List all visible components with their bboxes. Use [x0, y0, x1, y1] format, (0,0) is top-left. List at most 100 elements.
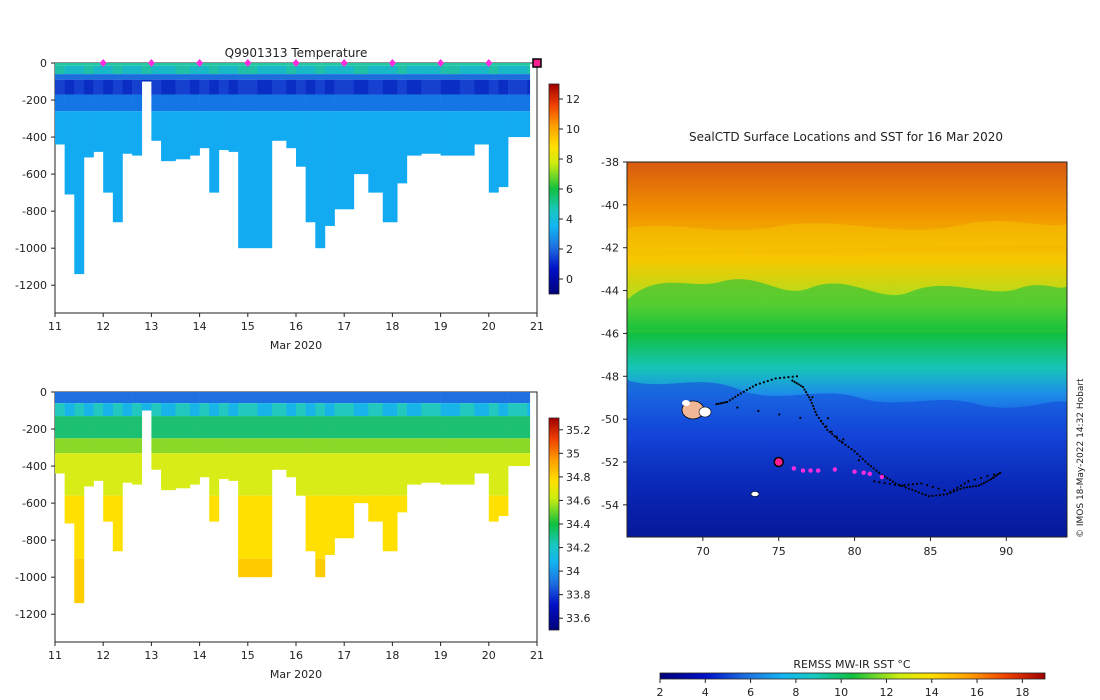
- x-tick-label: 13: [144, 649, 158, 662]
- profile-cell: [228, 63, 239, 66]
- profile-cell: [83, 79, 94, 95]
- lat-tick-label: -50: [601, 413, 619, 426]
- profile-cell: [64, 453, 75, 496]
- profile-cell: [218, 63, 229, 66]
- track-point: [927, 495, 931, 498]
- profile-cell: [406, 403, 422, 417]
- profile-cell: [112, 74, 123, 80]
- x-tick-label: 12: [96, 649, 110, 662]
- profile-cell: [353, 453, 369, 496]
- track-point: [748, 387, 751, 390]
- profile-cell: [189, 438, 200, 454]
- track-point: [809, 398, 812, 401]
- track-point: [736, 394, 740, 397]
- colorbar-tick-label: 8: [566, 153, 573, 166]
- profile-cell: [508, 63, 528, 66]
- profile-cell: [474, 94, 490, 112]
- profile-cell: [257, 558, 273, 578]
- profile-cell: [93, 94, 104, 112]
- recent-position: [852, 469, 857, 474]
- profile-cell: [397, 94, 408, 112]
- profile-cell: [498, 495, 509, 517]
- profile-cell: [122, 63, 133, 66]
- track-point: [935, 494, 938, 497]
- sst-tick-label: 8: [792, 686, 799, 699]
- profile-cell: [296, 111, 306, 167]
- track-point: [971, 485, 975, 488]
- track-point: [795, 382, 798, 385]
- profile-cell: [459, 79, 475, 95]
- track-point: [806, 393, 809, 396]
- track-point: [807, 396, 811, 399]
- profile-cell: [257, 453, 273, 496]
- track-point: [924, 493, 927, 497]
- track-point: [888, 482, 891, 485]
- profile-cell: [112, 392, 123, 404]
- track-point: [826, 417, 829, 420]
- lat-tick-label: -46: [601, 327, 619, 340]
- profile-cell: [199, 392, 210, 404]
- recent-position: [815, 468, 821, 473]
- profile-cell: [324, 63, 335, 66]
- track-point: [917, 491, 921, 494]
- profile-cell: [271, 65, 287, 75]
- lon-tick-label: 70: [696, 545, 710, 558]
- profile-cell: [189, 63, 200, 66]
- profile-cell: [161, 63, 176, 66]
- profile-cell: [474, 111, 490, 145]
- map-latitude-axis: -38 -40 -42 -44 -46 -48 -50 -52 -54: [601, 156, 627, 512]
- profile-cell: [209, 63, 220, 66]
- profile-cell: [440, 111, 461, 156]
- x-tick-label: 17: [337, 320, 351, 333]
- track-point: [783, 376, 786, 379]
- profile-cell: [209, 438, 220, 454]
- profile-cell: [218, 65, 229, 75]
- profile-cell: [305, 495, 316, 552]
- profile-cell: [397, 438, 408, 454]
- profile-cell: [406, 392, 422, 404]
- profile-cell: [324, 453, 335, 496]
- profile-cell: [406, 65, 422, 75]
- track-point: [814, 410, 817, 413]
- profile-cell: [175, 453, 191, 489]
- profile-cell: [488, 65, 499, 75]
- current-position-marker: [773, 456, 784, 468]
- lat-tick-label: -38: [601, 156, 619, 169]
- profile-cell: [382, 495, 398, 552]
- track-point: [811, 396, 814, 399]
- track-point: [962, 486, 965, 489]
- track-point: [875, 469, 878, 472]
- profile-cell: [421, 111, 441, 154]
- profile-cell: [189, 416, 200, 439]
- profile-cell: [353, 416, 369, 439]
- track-point: [999, 471, 1002, 474]
- track-point: [804, 391, 808, 394]
- track-point: [911, 483, 914, 486]
- salinity-colorbar-ticks: 33.6 33.8 34 34.2 34.4 34.6 34.8 35 35.2: [559, 424, 591, 625]
- profile-cell: [353, 111, 369, 175]
- track-point: [911, 488, 914, 491]
- profile-cell: [459, 438, 475, 454]
- track-point: [731, 397, 734, 400]
- profile-cell: [368, 403, 384, 417]
- profile-cell: [440, 79, 461, 95]
- profile-cell: [93, 79, 104, 95]
- profile-cell: [271, 94, 287, 112]
- profile-cell: [474, 438, 490, 454]
- track-point: [967, 480, 970, 483]
- profile-cell: [305, 65, 316, 75]
- track-point: [869, 465, 873, 468]
- profile-cell: [286, 453, 297, 478]
- track-point: [721, 401, 724, 404]
- profile-cell: [132, 453, 143, 485]
- profile-cell: [175, 63, 191, 66]
- profile-cell: [175, 65, 191, 75]
- profile-cell: [175, 79, 191, 95]
- track-point: [844, 443, 847, 446]
- profile-cell: [296, 403, 306, 417]
- track-point: [938, 493, 941, 497]
- profile-cell: [474, 63, 490, 66]
- profile-cell: [440, 63, 461, 66]
- profile-cell: [141, 63, 152, 66]
- profile-cell: [527, 416, 531, 439]
